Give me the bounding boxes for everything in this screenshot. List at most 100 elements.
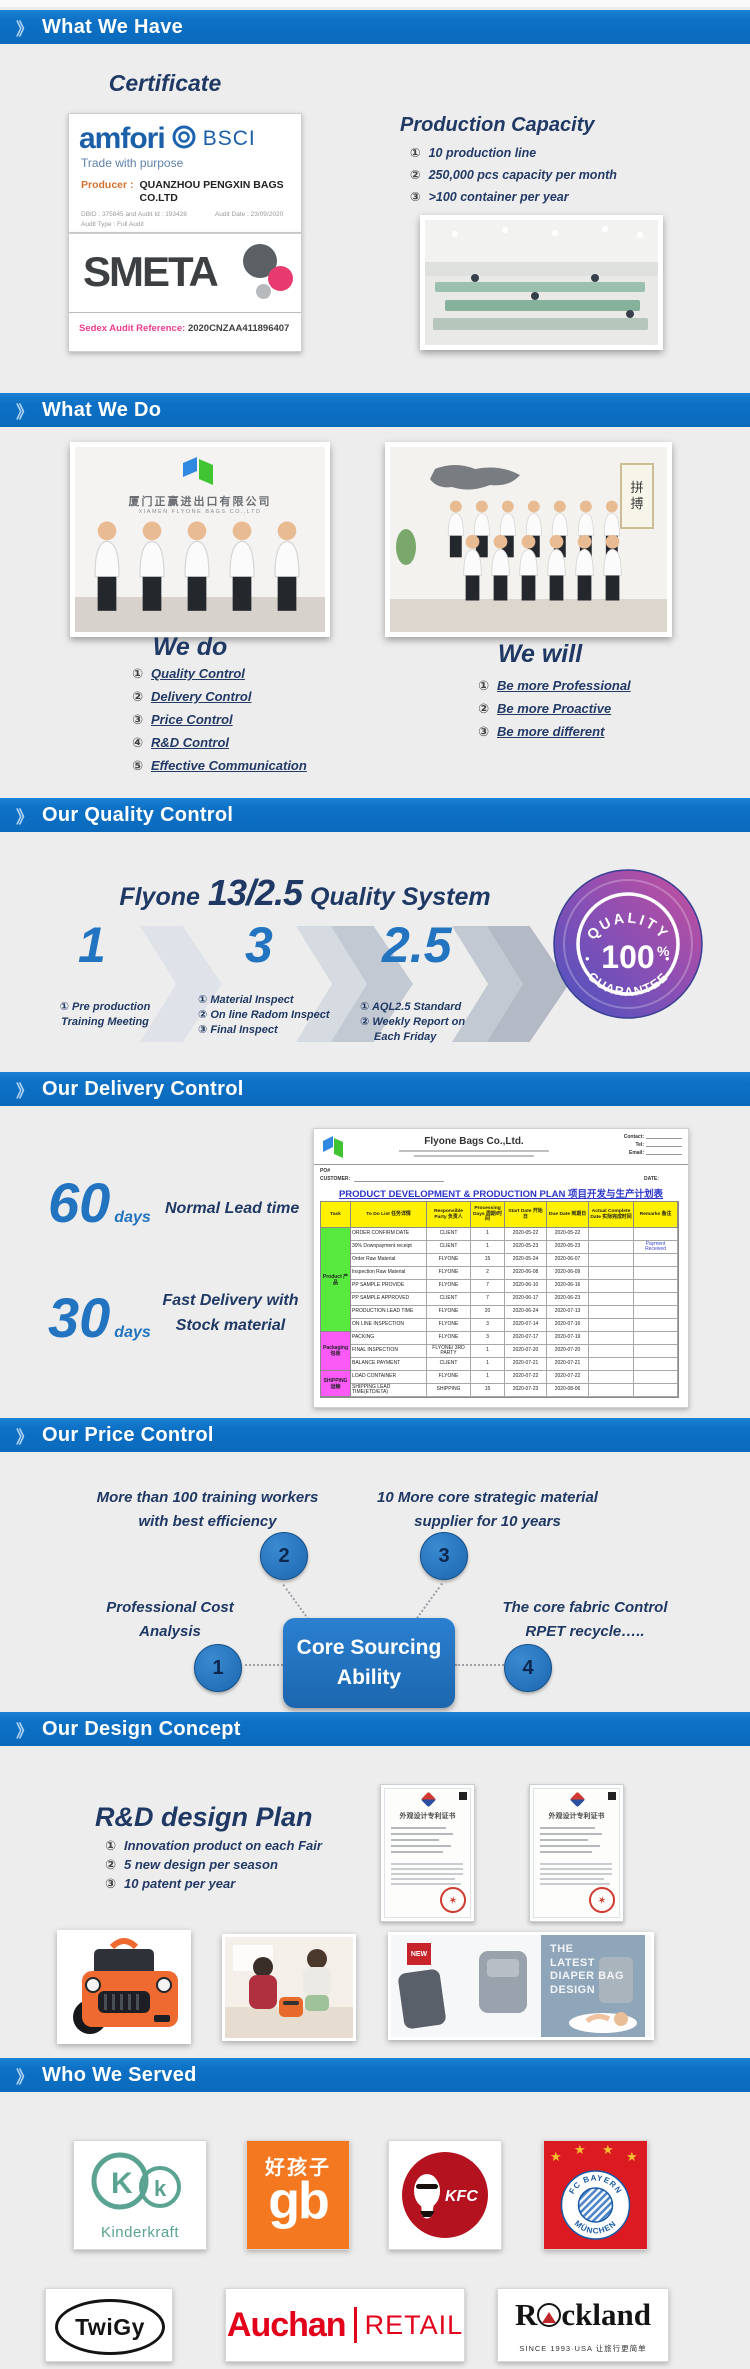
price-node2-text: More than 100 training workers with best… [85,1486,330,1534]
group-packaging: Packaging 包装 [321,1332,351,1371]
plan-row: ON LINE INSPECTION FLYONE 3 2020-07-14 2… [351,1319,678,1332]
office-team-graphic [75,447,325,632]
plan-rows: ORDER CONFIRM DATE CLIENT 1 2020-05-22 2… [351,1228,678,1397]
qr-code-icon [608,1792,616,1800]
sedex-ref-label: Sedex Audit Reference: [79,323,186,334]
car-bag-product-photo [57,1930,191,2044]
rd-design-plan-heading: R&D design Plan [95,1802,313,1832]
certificate-title: 外观设计专利证书 [399,1813,456,1820]
days-number: 30 [48,1286,111,1349]
col-header: Actual Complete Date 实际完成时间 [589,1202,634,1228]
auchan-logo: Auchan RETAIL [225,2288,465,2362]
days-unit: days [114,1209,151,1226]
list-item: ① Quality Control [132,662,307,685]
plan-table: Task To Do List 任务详情 Responsible Party 负… [320,1201,679,1398]
plan-row: Inspection Raw Material FLYONE 2 2020-06… [351,1267,678,1280]
star-icon: ★ [550,2149,562,2164]
diaper-bag-banner: THE LATEST DIAPER BAG DESIGN NEW [388,1932,654,2040]
double-chevron-icon: 》 [16,1081,33,1101]
fc-bayern-logo: ★ ★ ★ ★ FC BAYERN MÜNCHEN [543,2140,648,2250]
list-item: ② 250,000 pcs capacity per month [410,164,617,186]
rd-design-list: ① Innovation product on each Fair ② 5 ne… [105,1836,322,1893]
po-label: PO# [320,1168,331,1174]
certificate-border [533,1788,620,1918]
plan-row: PACKING FLYONE 3 2020-07-17 2020-07-19 [351,1332,678,1345]
we-do-heading: We do [152,633,228,661]
step1-note: ① Pre production Training Meeting [40,1000,170,1030]
col-header: Processing Days 周期/时间 [471,1202,505,1228]
price-circle-1: 1 [194,1644,242,1692]
note-line: Training Meeting [61,1016,149,1028]
connector-line [455,1664,504,1666]
production-plan-sheet: Flyone Bags Co.,Ltd. Contact: Tel: Email… [313,1128,689,1408]
section-title: Our Delivery Control [42,1077,244,1100]
circled-number-icon: ② [132,689,144,704]
box-line: Core Sourcing [296,1636,442,1659]
core-sourcing-box: Core Sourcing Ability [283,1618,455,1708]
plan-table-header: Task To Do List 任务详情 Responsible Party 负… [321,1202,678,1228]
certificate-border [384,1788,471,1918]
patent-certificate-1: 外观设计专利证书 ✶ [380,1784,475,1922]
kfc-icon: KFC [402,2152,488,2238]
new-badge: NEW [407,1943,431,1965]
step-number-3: 3 [245,917,273,973]
list-item: ③ 10 patent per year [105,1876,236,1891]
goodbaby-gb-text: gb [268,2172,330,2230]
days-number: 60 [48,1171,111,1234]
price-node1-text: Professional Cost Analysis [95,1596,245,1644]
price-circle-4: 4 [504,1644,552,1692]
heading-suffix: Quality System [310,883,491,911]
audit-type: Audit Type : Full Audit [81,221,144,229]
group-team-photo: 拼 搏 [385,442,672,637]
twigy-logo: TwiGy [45,2288,173,2362]
company-name-en: XIAMEN FLYONE BAGS CO.,LTD [138,509,262,515]
section-title: What We Have [42,15,184,38]
double-chevron-icon: 》 [16,1427,33,1447]
step-number-2-5: 2.5 [382,917,452,973]
producer-label: Producer : [81,179,134,191]
list-item: ① Be more Professional [478,674,631,697]
logo-letter: K [111,2167,133,2200]
connector-line [413,1582,443,1623]
quality-system-heading: Flyone 13/2.5 Quality System [95,872,515,914]
auchan-retail-text: RETAIL [364,2309,464,2340]
price-node3-text: 10 More core strategic material supplier… [365,1486,610,1534]
patent-certificate-2: 外观设计专利证书 ✶ [529,1784,624,1922]
list-item: ① Innovation product on each Fair [105,1838,322,1853]
banner-text-panel: THE LATEST DIAPER BAG DESIGN [541,1935,645,2037]
banner-line: DESIGN [550,1983,596,1996]
plan-row: Order Raw Material FLYONE 15 2020-05-24 … [351,1254,678,1267]
list-item: ② Delivery Control [132,685,307,708]
plan-row: PP SAMPLE APPROVED CLIENT 7 2020-06-17 2… [351,1293,678,1306]
circled-number-icon: ③ [132,712,144,727]
amfori-bsci-certificate: amfori BSCI Trade with purpose Producer … [68,113,302,233]
we-will-list: ① Be more Professional ② Be more Proacti… [478,674,631,743]
amfori-rings-icon [171,124,197,155]
email-label: Email: [628,1150,644,1156]
auchan-wordmark: Auchan [226,2305,347,2344]
text-line: with best efficiency [138,1513,277,1530]
section-bar-price-control: 》 Our Price Control [0,1418,750,1452]
col-header: To Do List 任务详情 [351,1202,427,1228]
plan-row: 30% Downpayment receipt CLIENT 1 2020-05… [351,1241,678,1254]
audit-date: Audit Date : 23/09/2020 [214,211,284,219]
audit-dbid: DBID : 375845 and Audit Id : 193428 [81,211,187,219]
contact-label: Contact: [623,1134,644,1140]
plan-row: BALANCE PAYMENT CLIENT 1 2020-07-21 2020… [351,1358,678,1371]
col-header: Due Date 到期日 [547,1202,589,1228]
circled-number-icon: ② [478,701,490,716]
double-chevron-icon: 》 [16,402,33,422]
note-line: ② Weekly Report on [360,1016,466,1028]
text-line: More than 100 training workers [96,1489,319,1506]
group-shipping: SHIPPING 运输 [321,1371,351,1397]
fast-delivery-label: Fast Delivery with Stock material [158,1288,303,1338]
kinderkraft-logo: K k Kinderkraft [73,2140,207,2250]
kinderkraft-wordmark: Kinderkraft [100,2224,180,2241]
section-bar-design-concept: 》 Our Design Concept [0,1712,750,1746]
we-will-heading: We will [497,640,583,668]
smeta-logo: SMETA [83,248,219,295]
double-chevron-icon: 》 [16,1721,33,1741]
lead-time-60: 60 days [48,1175,151,1231]
note-line: ① Pre production [59,1001,151,1013]
text-line: supplier for 10 years [414,1513,561,1530]
